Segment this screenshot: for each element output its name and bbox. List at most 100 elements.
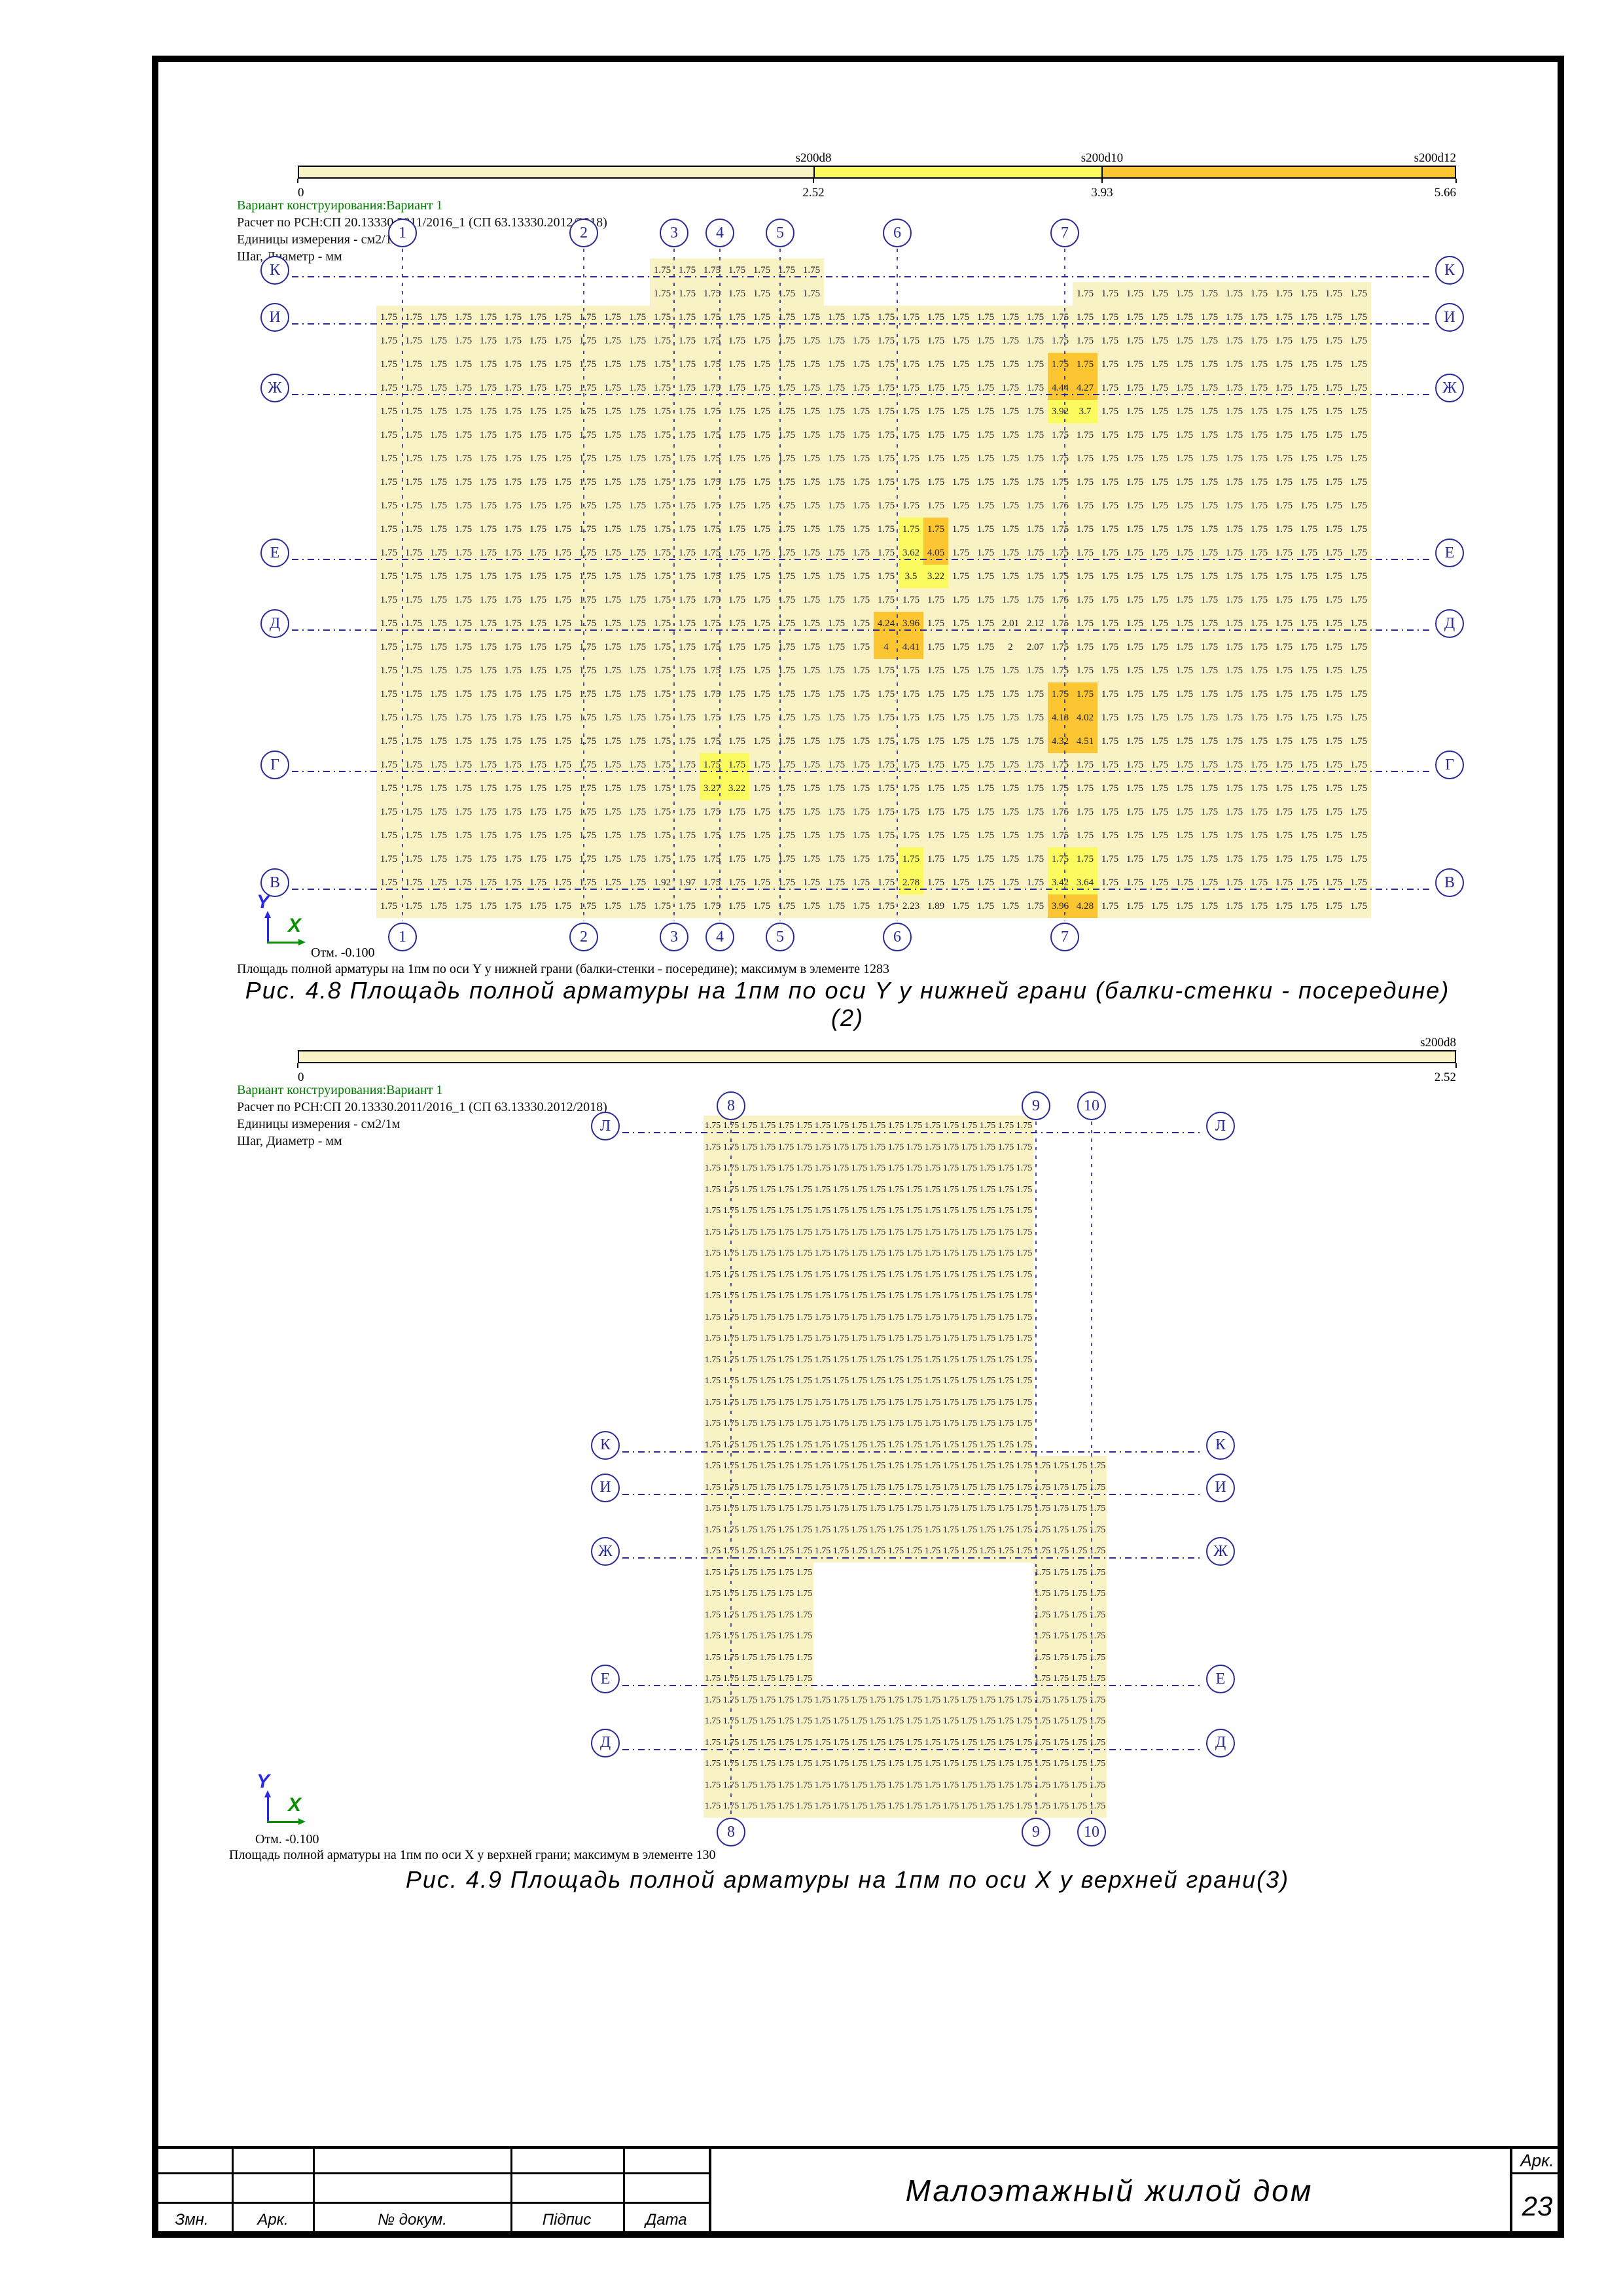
grid-cell: 1.75 bbox=[796, 1546, 813, 1556]
grid-cell: 1.75 bbox=[887, 1504, 904, 1513]
row-axis-circle: В bbox=[260, 868, 289, 897]
grid-cell: 1.75 bbox=[979, 1759, 996, 1769]
grid-cell: 1.75 bbox=[1349, 736, 1368, 747]
grid-cell: 1.75 bbox=[380, 571, 398, 582]
grid-cell: 1.75 bbox=[814, 1780, 831, 1790]
column-axis-circle: 6 bbox=[883, 923, 912, 951]
row-axis-circle: К bbox=[591, 1430, 620, 1460]
fig2-units-line: Единицы измерения - см2/1м bbox=[237, 1117, 401, 1131]
grid-cell: 1.75 bbox=[529, 453, 547, 464]
grid-cell: 1.75 bbox=[1275, 571, 1293, 582]
grid-cell: 1.75 bbox=[1026, 524, 1044, 535]
grid-cell: 1.75 bbox=[942, 1461, 959, 1471]
grid-cell: 1.75 bbox=[1325, 901, 1343, 911]
grid-cell: 1.75 bbox=[924, 1376, 941, 1386]
grid-cell: 1.75 bbox=[1026, 477, 1044, 487]
grid-cell: 1.75 bbox=[728, 595, 746, 605]
grid-cell: 1.75 bbox=[997, 1163, 1014, 1173]
grid-cell: 1.75 bbox=[429, 807, 448, 817]
grid-cell: 1.75 bbox=[906, 1419, 923, 1428]
y-axis-label: Y bbox=[257, 891, 270, 913]
grid-cell: 1.75 bbox=[976, 830, 995, 841]
grid-cell: 1.75 bbox=[628, 877, 647, 888]
grid-segment: 1.751.751.751.751.751.75 bbox=[704, 1626, 813, 1648]
grid-cell: 1.75 bbox=[997, 1504, 1014, 1513]
grid-cell: 1.75 bbox=[976, 783, 995, 794]
grid-cell: 1.75 bbox=[380, 336, 398, 346]
grid-cell: 1.75 bbox=[728, 901, 746, 911]
grid-cell: 1.75 bbox=[504, 689, 522, 699]
grid-cell: 1.75 bbox=[1071, 1482, 1088, 1492]
x-axis-arrow-head bbox=[298, 1818, 306, 1825]
grid-cell: 1.75 bbox=[1250, 312, 1268, 323]
grid-cell: 1.75 bbox=[759, 1525, 776, 1535]
grid-cell: 1.75 bbox=[628, 783, 647, 794]
grid-cell: 1.75 bbox=[979, 1482, 996, 1492]
grid-cell: 1.75 bbox=[741, 1248, 758, 1258]
grid-cell: 1.75 bbox=[827, 571, 846, 582]
grid-cell: 1.75 bbox=[952, 807, 970, 817]
grid-cell: 1.75 bbox=[927, 453, 945, 464]
row-axis-circle: Е bbox=[1435, 539, 1464, 567]
grid-cell: 1.75 bbox=[628, 736, 647, 747]
grid-cell: 1.75 bbox=[976, 665, 995, 676]
grid-segment: 1.751.751.751.751.751.75 bbox=[704, 1647, 813, 1669]
grid-cell: 1.75 bbox=[961, 1780, 978, 1790]
grid-cell: 1.75 bbox=[979, 1333, 996, 1343]
grid-cell: 1.75 bbox=[952, 336, 970, 346]
grid-cell: 1.75 bbox=[703, 665, 721, 676]
grid-cell: 1.75 bbox=[802, 477, 821, 487]
grid-cell: 1.75 bbox=[1026, 383, 1044, 393]
column-axis-circle: 10 bbox=[1077, 1818, 1106, 1846]
grid-cell: 1.75 bbox=[404, 336, 423, 346]
grid-cell: 1.75 bbox=[603, 406, 622, 417]
grid-cell: 1.75 bbox=[1026, 406, 1044, 417]
grid-cell: 1.75 bbox=[796, 1291, 813, 1301]
grid-cell: 1.75 bbox=[741, 1759, 758, 1769]
grid-cell: 1.75 bbox=[877, 359, 895, 370]
column-axis-circle: 8 bbox=[717, 1091, 745, 1120]
grid-cell: 1.75 bbox=[942, 1354, 959, 1365]
grid-cell: 1.75 bbox=[976, 736, 995, 747]
scale-tick-label: 2.52 bbox=[802, 186, 825, 200]
grid-cell: 1.75 bbox=[851, 1695, 868, 1705]
grid-cell: 1.75 bbox=[703, 312, 721, 323]
grid-cell: 1.75 bbox=[529, 571, 547, 582]
grid-cell: 1.75 bbox=[1150, 453, 1169, 464]
scale-zone-label: s200d12 bbox=[1414, 151, 1456, 165]
grid-segment: 1.75 1.75 1.75 1.75 1.75 1.75 1.75 1.75 1.75 1.75… bbox=[704, 1371, 1033, 1392]
sheet-number: 23 bbox=[1522, 2191, 1553, 2221]
grid-cell: 1.75 bbox=[1325, 807, 1343, 817]
grid-segment: 1.75 1.75 1.75 1.75 1.75 1.75 1.75 1.75 1.75 1.75… bbox=[376, 329, 1371, 353]
grid-cell: 1.75 bbox=[777, 713, 796, 723]
grid-cell: 1.75 bbox=[942, 1312, 959, 1322]
grid-cell: 1.75 bbox=[678, 807, 696, 817]
fig2-variant-line: Вариант конструирования:Вариант 1 bbox=[237, 1083, 443, 1097]
grid-cell: 1.75 bbox=[429, 571, 448, 582]
grid-cell: 1.75 bbox=[952, 477, 970, 487]
grid-cell: 1.75 bbox=[887, 1142, 904, 1152]
grid-cell: 1.75 bbox=[504, 571, 522, 582]
grid-cell: 1.75 bbox=[1150, 501, 1169, 511]
grid-cell: 1.75 bbox=[827, 877, 846, 888]
grid-cell: 1.75 bbox=[777, 1567, 794, 1578]
grid-cell: 1.75 bbox=[1250, 595, 1268, 605]
scale-zone-label: s200d8 bbox=[1420, 1036, 1456, 1050]
grid-cell: 1.75 bbox=[1325, 453, 1343, 464]
grid-cell: 1.75 bbox=[429, 312, 448, 323]
grid-cell: 1.75 bbox=[877, 595, 895, 605]
grid-cell: 1.75 bbox=[1101, 618, 1119, 629]
grid-cell: 2.78 bbox=[899, 871, 923, 894]
grid-cell: 1.75 bbox=[380, 713, 398, 723]
grid-cell: 1.75 bbox=[1175, 807, 1194, 817]
grid-cell: 1.75 bbox=[887, 1291, 904, 1301]
grid-cell: 1.75 bbox=[1200, 830, 1219, 841]
grid-cell: 1.75 bbox=[1225, 336, 1243, 346]
grid-cell: 1.75 bbox=[1016, 1525, 1033, 1535]
grid-cell: 1.75 bbox=[429, 901, 448, 911]
grid-cell: 1.75 bbox=[902, 665, 920, 676]
grid-cell: 1.75 bbox=[997, 1376, 1014, 1386]
grid-cell: 1.75 bbox=[741, 1291, 758, 1301]
grid-cell: 1.75 bbox=[777, 477, 796, 487]
grid-segment: 1.75 1.75 1.75 1.75 1.75 1.75 1.75 1.75 1.75 1.75… bbox=[376, 730, 1371, 753]
